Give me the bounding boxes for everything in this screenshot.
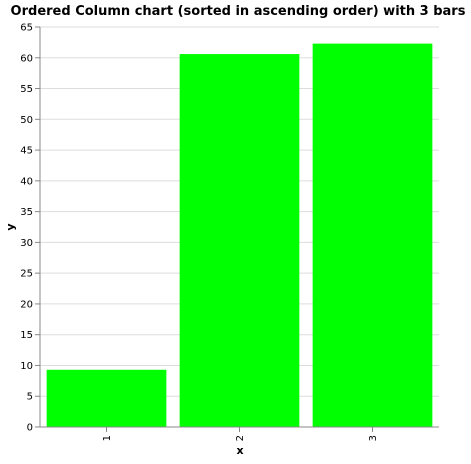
y-tick-label: 10 bbox=[20, 361, 33, 372]
y-axis-title: y bbox=[4, 223, 17, 230]
x-tick-label: 3 bbox=[368, 435, 379, 441]
x-axis-title: x bbox=[236, 444, 243, 457]
bar bbox=[46, 369, 167, 427]
y-tick-label: 50 bbox=[20, 115, 33, 126]
bar bbox=[312, 43, 433, 427]
bars bbox=[46, 43, 433, 427]
axes: 0 5 10 15 20 25 30 35 40 45 50 55 60 65 1 2 3 bbox=[20, 23, 439, 441]
y-tick-label: 35 bbox=[20, 207, 33, 218]
x-tick-label: 1 bbox=[102, 435, 113, 441]
y-tick-label: 55 bbox=[20, 84, 33, 95]
chart-title: Ordered Column chart (sorted in ascendin… bbox=[11, 4, 466, 19]
y-tick-label: 20 bbox=[20, 299, 33, 310]
y-tick-label: 65 bbox=[20, 23, 33, 34]
y-tick-label: 25 bbox=[20, 269, 33, 280]
y-tick-label: 40 bbox=[20, 176, 33, 187]
y-tick-label: 5 bbox=[27, 392, 33, 403]
y-tick-label: 15 bbox=[20, 330, 33, 341]
y-tick-label: 30 bbox=[20, 238, 33, 249]
x-tick-label: 2 bbox=[235, 435, 246, 441]
bar bbox=[179, 54, 300, 427]
y-tick-label: 0 bbox=[27, 423, 33, 434]
y-tick-label: 45 bbox=[20, 146, 33, 157]
y-tick-label: 60 bbox=[20, 53, 33, 64]
